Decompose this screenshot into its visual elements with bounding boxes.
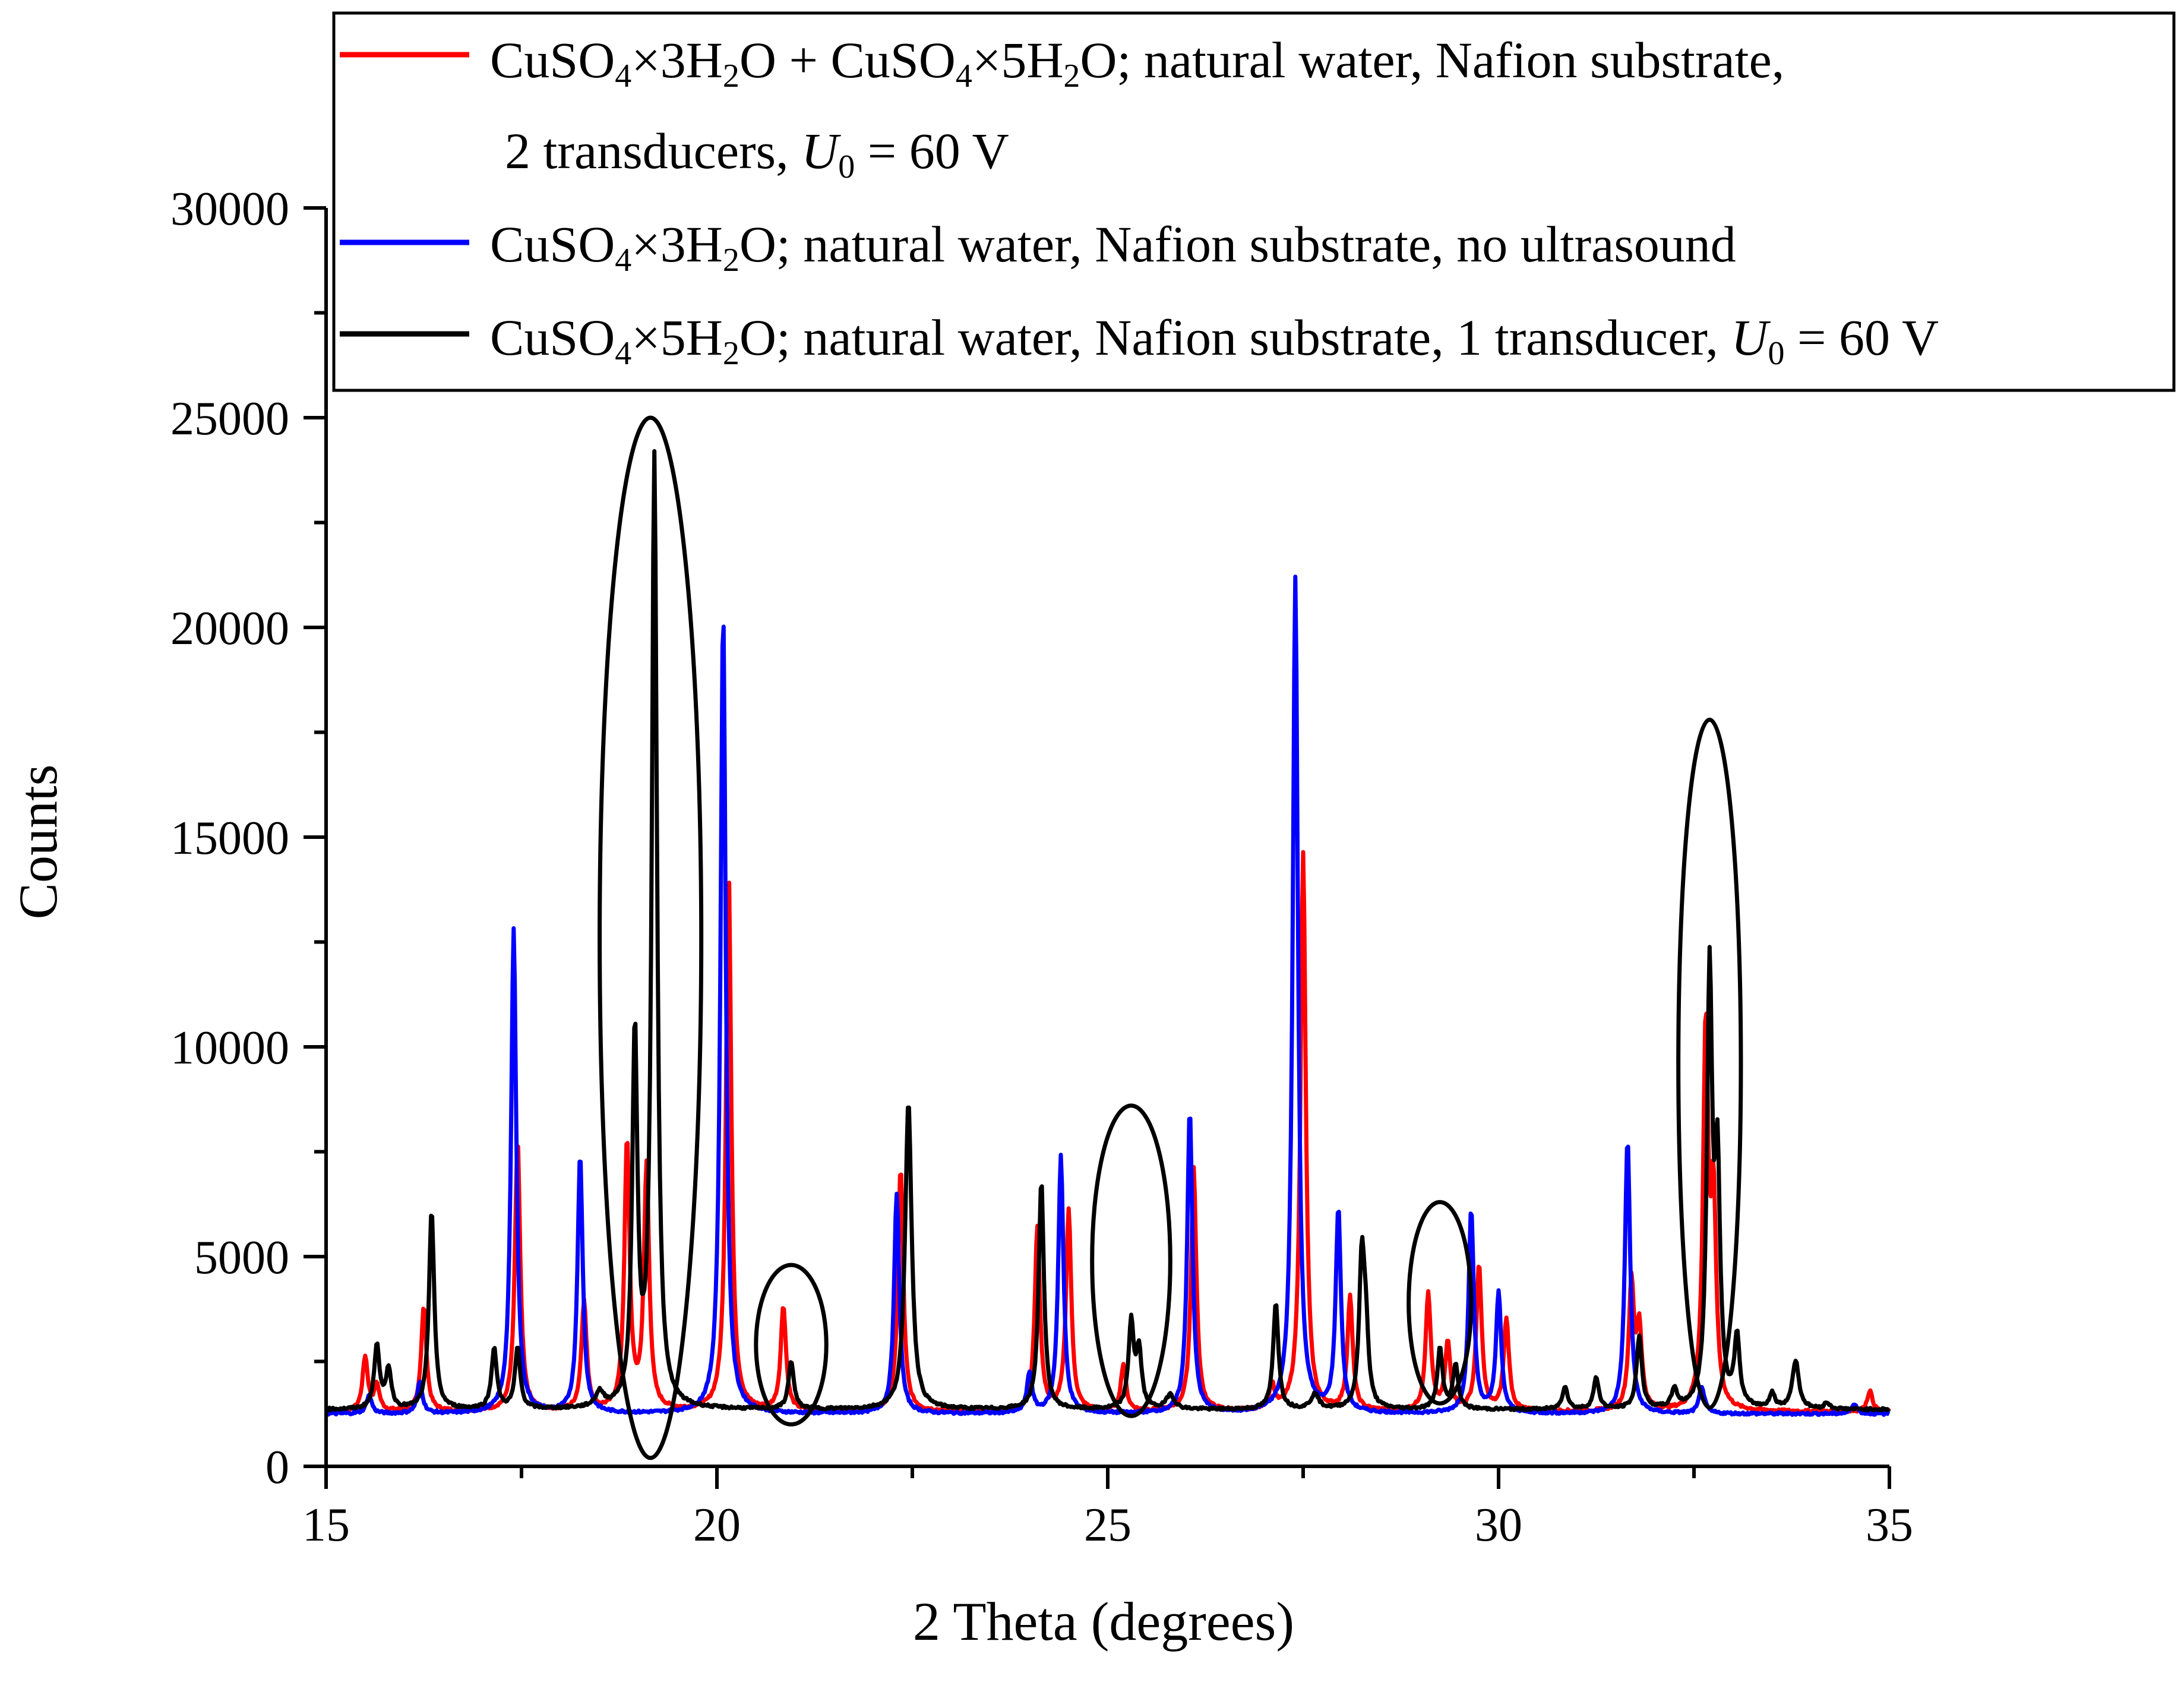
legend-text-run: 4 [615,242,631,279]
x-tick-label: 30 [1475,1499,1522,1551]
legend-text-run: O; natural water, Nafion substrate, 1 tr… [739,309,1731,366]
legend-label-1-line2: 2 transducers, U0 = 60 V [505,122,1009,185]
legend-text-run: 2 transducers, [505,122,801,179]
legend-text-run: U [801,122,841,179]
legend-text-run: ×3H [631,216,723,273]
legend-text-run: U [1731,309,1771,366]
x-tick-label: 25 [1084,1499,1131,1551]
legend-text-run: O; natural water, Nafion substrate, no u… [739,216,1736,273]
legend-text-run: ×3H [631,31,723,89]
y-tick-label: 20000 [170,602,289,655]
highlight-ellipse-3 [1090,1103,1172,1418]
x-tick-label: 15 [302,1499,350,1551]
y-tick-label: 30000 [170,183,289,235]
legend-text-run: = 60 V [1785,309,1939,366]
legend-text-run: 2 [723,58,739,94]
legend-text-run: O + CuSO [739,31,956,89]
highlight-ellipse-2 [754,1263,829,1427]
y-axis-label: Counts [8,765,68,920]
legend-text-run: O; natural water, Nafion substrate, [1080,31,1784,89]
legend-text-run: 0 [838,149,855,185]
legend-text-run: = 60 V [855,122,1009,179]
series-line-2 [325,575,1891,1417]
highlight-ellipse-4 [1407,1200,1474,1406]
legend: CuSO4×3H2O + CuSO4×5H2O; natural water, … [332,11,2176,392]
series-layer [325,449,1891,1417]
y-tick-label: 10000 [170,1022,289,1074]
y-tick-label: 5000 [194,1232,289,1284]
series-line-3 [325,449,1891,1413]
legend-text-run: ×5H [972,31,1064,89]
legend-text-run: CuSO [490,309,615,366]
legend-label-1: CuSO4×3H2O + CuSO4×5H2O; natural water, … [490,31,1784,94]
y-tick-label: 15000 [170,812,289,864]
annotation-layer [598,415,1743,1460]
legend-text-run: CuSO [490,31,615,89]
x-tick-label: 20 [693,1499,741,1551]
legend-text-run: ×5H [631,309,723,366]
y-tick-label: 25000 [170,393,289,445]
legend-text-run: CuSO [490,216,615,273]
legend-label-2: CuSO4×3H2O; natural water, Nafion substr… [490,216,1736,279]
highlight-ellipse-1 [598,415,704,1460]
x-axis-label: 2 Theta (degrees) [913,1591,1294,1652]
legend-text-run: 4 [615,58,631,94]
legend-text-run: 4 [956,58,972,94]
y-tick-label: 0 [266,1441,289,1494]
legend-box [332,11,2176,392]
legend-text-run: 4 [615,335,631,372]
legend-text-run: 2 [723,242,739,279]
x-tick-label: 35 [1866,1499,1913,1551]
legend-text-run: 2 [723,335,739,372]
legend-text-run: 0 [1768,335,1785,372]
highlight-ellipse-5 [1676,717,1743,1410]
legend-text-run: 2 [1063,58,1080,94]
legend-label-3: CuSO4×5H2O; natural water, Nafion substr… [490,309,1939,372]
